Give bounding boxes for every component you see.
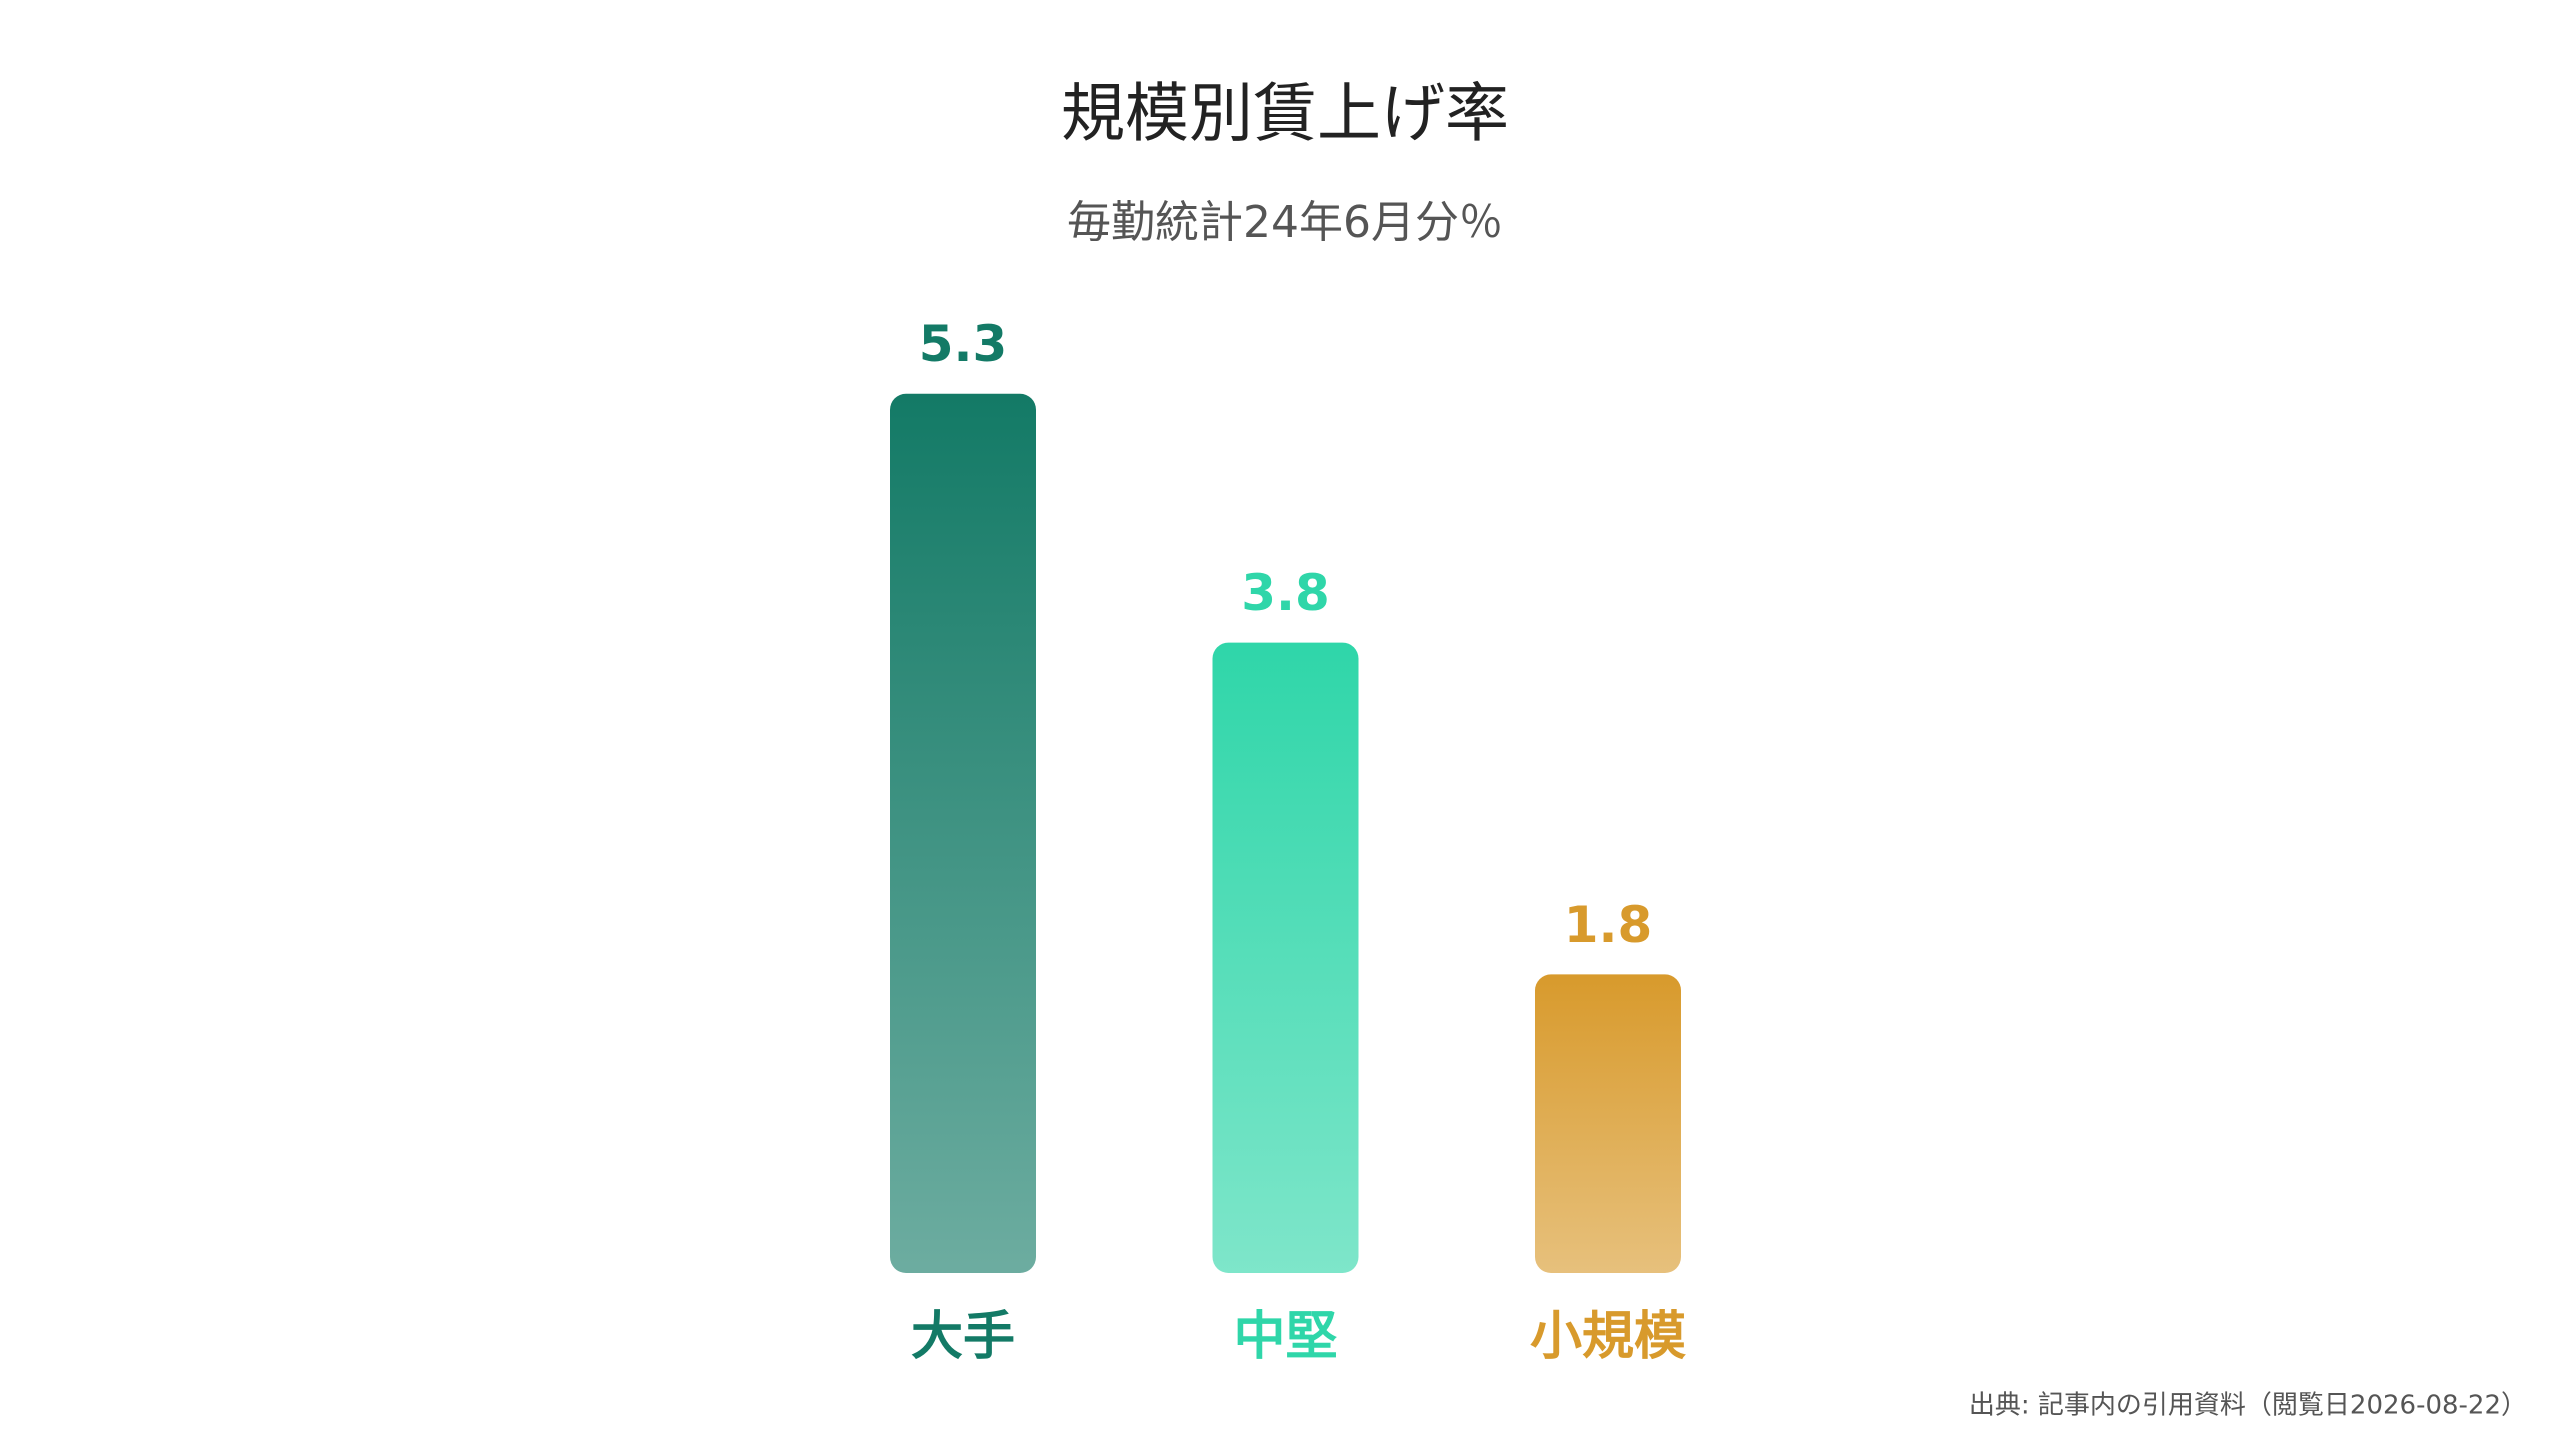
- chart-title: 規模別賃上げ率: [1061, 78, 1509, 152]
- source-note: 出典: 記事内の引用資料（閲覧日2026-08-22）: [1969, 1391, 2527, 1421]
- value-label: 5.3: [919, 315, 1008, 373]
- x-tick-label: 小規模: [1530, 1307, 1686, 1367]
- bar: [1535, 974, 1681, 1273]
- value-label: 3.8: [1241, 564, 1330, 622]
- bar: [890, 393, 1036, 1274]
- value-label: 1.8: [1564, 896, 1653, 954]
- chart-subtitle: 毎勤統計24年6月分％: [1067, 197, 1503, 248]
- bar: [1212, 642, 1359, 1273]
- x-tick-label: 中堅: [1233, 1307, 1337, 1367]
- x-tick-label: 大手: [911, 1307, 1015, 1367]
